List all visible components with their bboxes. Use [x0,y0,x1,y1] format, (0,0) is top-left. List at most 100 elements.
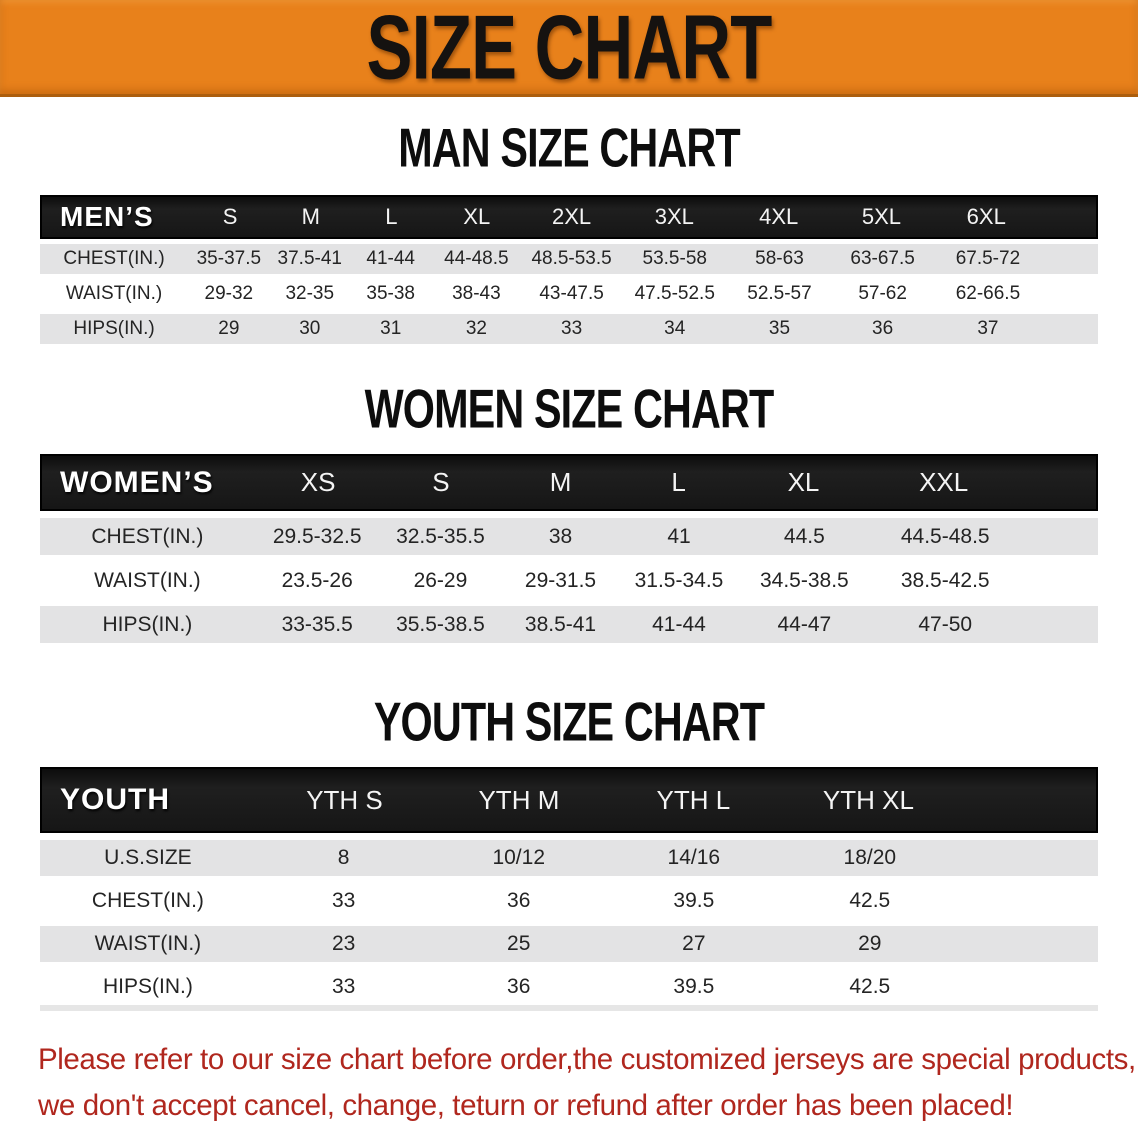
youth-size-table: YOUTH YTH S YTH M YTH L YTH XL U.S.SIZE 8 10/12… [40,767,1098,1011]
size-value: 31.5-34.5 [634,568,724,592]
table-title-cell: WOMEN’S [60,465,214,499]
size-value: 14/16 [667,846,721,869]
banner-title: SIZE CHART [366,0,772,98]
size-value: 38.5-42.5 [900,568,990,592]
size-value: 48.5-53.5 [531,248,612,269]
size-value: 25 [507,932,531,955]
women-size-section: WOMEN SIZE CHART WOMEN’S XS S M L XL XXL CHEST(… [0,378,1138,643]
table-row: CHEST(IN.) 29.5-32.5 32.5-35.5 38 41 44.5 44.5… [40,518,1098,555]
men-size-section: MAN SIZE CHART MEN’S S M L XL 2XL 3XL 4XL 5XL 6XL… [0,117,1138,344]
table-title-cell: YOUTH [60,783,170,816]
women-size-table: WOMEN’S XS S M L XL XXL CHEST(IN.) 29.5-32.5 32.5… [40,454,1098,643]
women-section-title: WOMEN SIZE CHART [364,377,775,440]
column-header: 3XL [654,204,694,229]
size-value: 27 [682,932,706,955]
row-label: CHEST(IN.) [91,889,204,912]
size-value: 37 [977,318,999,339]
size-value: 37.5-41 [277,248,342,269]
size-value: 62-66.5 [955,283,1021,304]
size-value: 53.5-58 [642,248,707,269]
size-value: 29 [858,932,882,955]
disclaimer-line-2: we don't accept cancel, change, teturn o… [38,1089,1014,1122]
table-row: WAIST(IN.) 23.5-26 26-29 29-31.5 31.5-34.5 34… [40,562,1098,599]
size-value: 36 [507,975,531,998]
column-header: YTH M [478,784,560,815]
size-value: 33 [331,889,356,912]
size-value: 10/12 [492,846,546,869]
size-value: 33-35.5 [281,612,353,636]
table-row: WAIST(IN.) 29-32 32-35 35-38 38-43 43-47.5 47.… [40,279,1098,309]
size-value: 31 [380,318,402,339]
table-row: HIPS(IN.) 29 30 31 32 33 34 35 36 37 [40,314,1098,344]
size-value: 41-44 [652,612,706,636]
size-value: 32 [465,318,487,339]
size-value: 44-48.5 [444,248,509,269]
column-header: 4XL [759,204,799,229]
column-header: S [222,204,238,229]
table-row: CHEST(IN.) 35-37.5 37.5-41 41-44 44-48.5 48.5… [40,244,1098,274]
size-value: 58-63 [755,248,804,269]
row-label: CHEST(IN.) [91,524,204,548]
column-header: L [385,204,398,229]
table-row: U.S.SIZE 8 10/12 14/16 18/20 [40,840,1098,876]
row-label: WAIST(IN.) [65,283,163,304]
size-value: 44-47 [777,612,832,636]
table-row: HIPS(IN.) 33-35.5 35.5-38.5 38.5-41 41-44 44-… [40,606,1098,643]
size-value: 36 [507,889,531,912]
size-value: 35-37.5 [196,248,262,269]
table-row: CHEST(IN.) 33 36 39.5 42.5 [40,883,1098,919]
size-value: 38.5-41 [524,612,597,636]
column-header: S [432,467,450,497]
column-header: YTH XL [822,784,914,815]
table-header-row: WOMEN’S XS S M L XL XXL [40,454,1098,511]
size-value: 38 [548,524,573,548]
size-value: 39.5 [673,889,715,912]
youth-section-title: YOUTH SIZE CHART [373,690,765,753]
column-header: YTH L [656,784,731,815]
column-header: M [549,467,572,497]
column-header: XS [300,467,336,497]
size-value: 29.5-32.5 [272,524,362,548]
size-value: 34 [664,318,686,339]
column-header: XL [787,467,820,497]
row-label: CHEST(IN.) [63,248,165,269]
row-label: U.S.SIZE [104,846,192,869]
table-header-row: MEN’S S M L XL 2XL 3XL 4XL 5XL 6XL [40,195,1098,239]
size-value: 44.5-48.5 [900,524,990,548]
banner: SIZE CHART [0,0,1138,97]
disclaimer-line-1: Please refer to our size chart before or… [38,1043,1136,1076]
size-value: 42.5 [849,975,891,998]
row-label: HIPS(IN.) [73,318,155,339]
table-header-row: YOUTH YTH S YTH M YTH L YTH XL [40,767,1098,833]
size-value: 43-47.5 [539,283,604,304]
size-value: 35-38 [366,283,415,304]
size-value: 36 [872,318,894,339]
size-value: 52.5-57 [747,283,812,304]
size-value: 32-35 [285,283,335,304]
table-row: HIPS(IN.) 33 36 39.5 42.5 [40,969,1098,1005]
size-value: 35.5-38.5 [396,612,485,636]
size-value: 23 [331,932,356,955]
size-value: 44.5 [783,524,825,548]
size-value: 26-29 [413,568,468,592]
column-header: XXL [919,467,969,497]
size-value: 57-62 [858,283,907,304]
size-value: 67.5-72 [955,248,1021,269]
column-header: 5XL [861,204,902,229]
size-value: 18/20 [843,846,897,869]
size-value: 32.5-35.5 [396,524,485,548]
column-header: 6XL [966,204,1006,229]
size-value: 41 [667,524,691,548]
column-header: YTH S [306,784,383,815]
size-value: 34.5-38.5 [759,568,849,592]
size-value: 29-32 [204,283,254,304]
size-value: 29 [218,318,240,339]
table-row: WAIST(IN.) 23 25 27 29 [40,926,1098,962]
size-value: 29-31.5 [524,568,597,592]
column-header: M [301,204,320,229]
size-value: 47-50 [918,612,973,636]
youth-size-section: YOUTH SIZE CHART YOUTH YTH S YTH M YTH L YTH… [0,691,1138,1011]
size-value: 8 [337,846,350,869]
row-label: WAIST(IN.) [94,932,202,955]
order-disclaimer: Please refer to our size chart before or… [38,1037,1138,1129]
